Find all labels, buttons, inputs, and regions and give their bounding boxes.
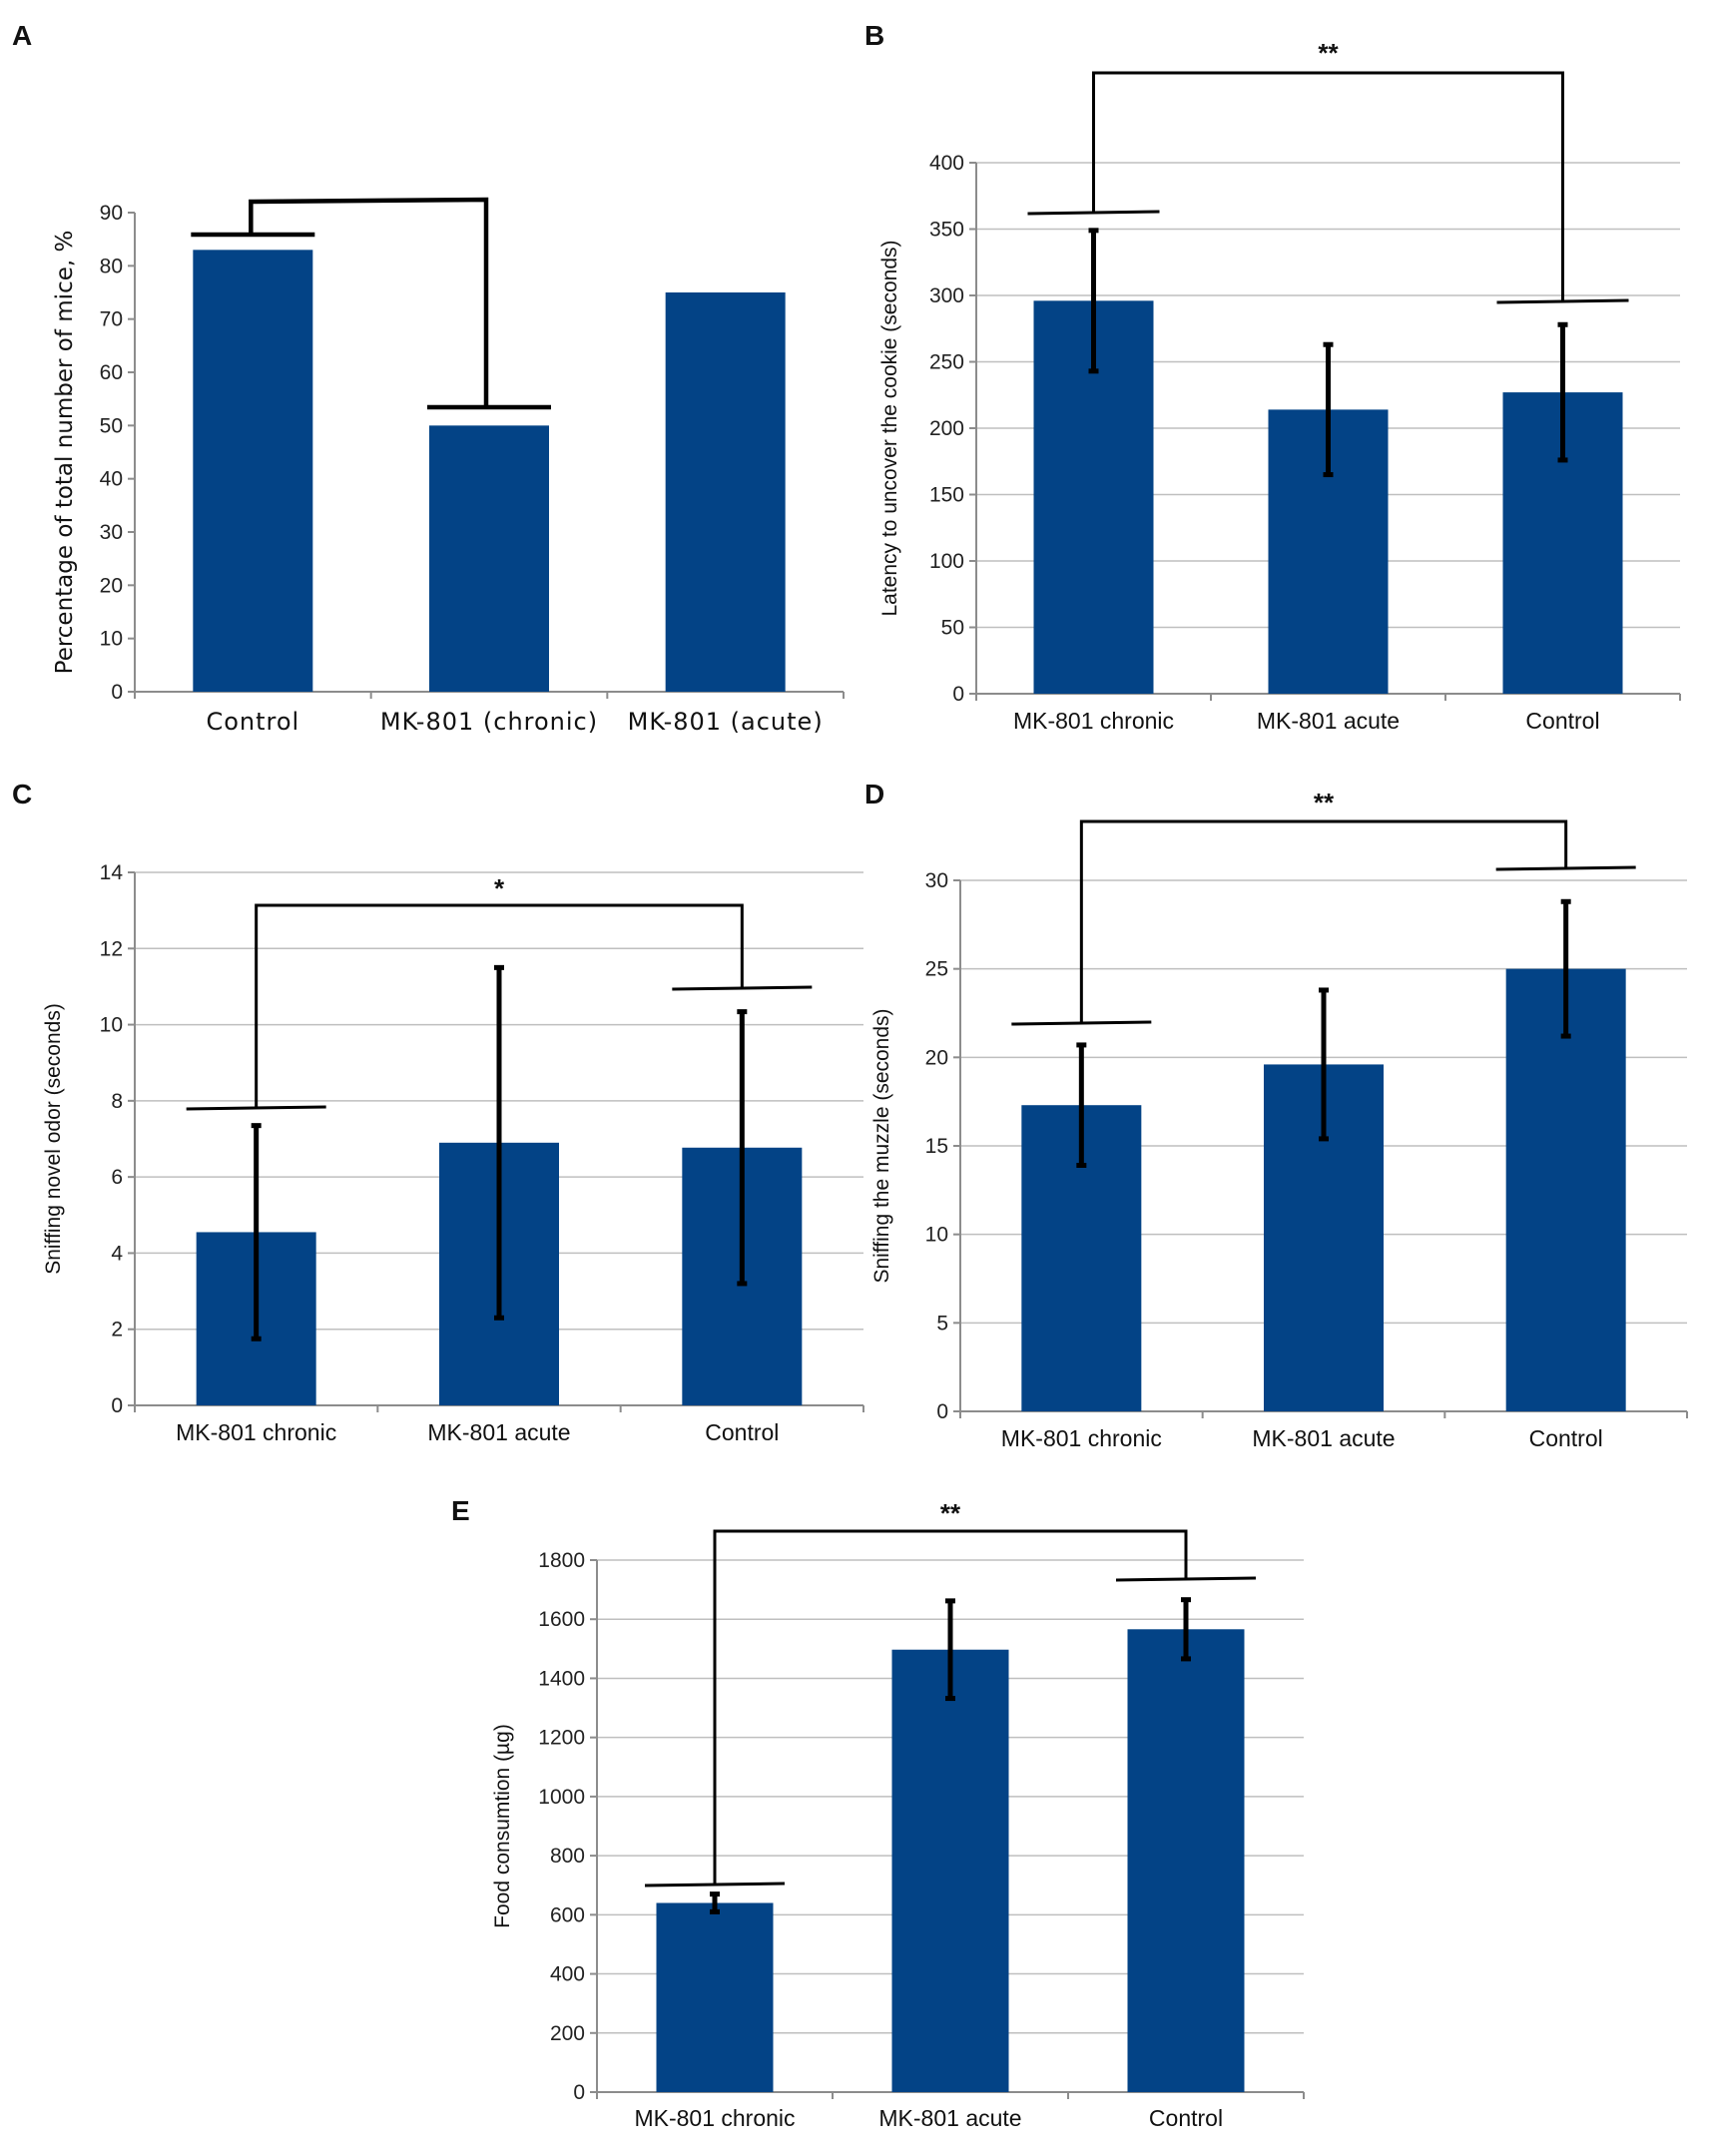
bar-a-3: [665, 292, 786, 692]
y-tick-label: 20: [925, 1046, 948, 1069]
chart-panel-a: A 0 10 20 30 40 50 60 70 80 90 Percentage of total …: [12, 20, 845, 736]
y-tick-label: 6: [111, 1166, 123, 1189]
bar-d-3: [1505, 968, 1626, 1411]
x-category-label: MK-801 acute: [1252, 1425, 1395, 1451]
y-tick-label: 800: [550, 1845, 585, 1868]
y-tick-label: 30: [925, 869, 948, 892]
y-axis-label: Sniffing the muzzle (seconds): [870, 1008, 893, 1283]
chart-panel-e: E 0 200 400 600 800 1000 1200 1400 1600 1800 Food c…: [451, 1495, 1305, 2131]
significance-bracket: [255, 903, 744, 1108]
y-tick-label: 0: [573, 2081, 585, 2104]
bar-a-1: [193, 250, 313, 693]
x-category-label: Control: [1529, 1425, 1603, 1451]
y-axis-label: Food consumtion (µg): [491, 1724, 514, 1928]
bar-a-2: [429, 425, 549, 692]
y-axis-label: Latency to uncover the cookie (seconds): [878, 240, 901, 616]
x-category-label: MK-801 chronic: [1001, 1425, 1162, 1451]
y-tick-label: 1800: [538, 1549, 585, 1572]
y-tick-label: 250: [929, 351, 964, 374]
panel-letter-b: B: [864, 20, 884, 51]
y-tick-label: 10: [925, 1224, 948, 1247]
x-category-label: MK-801 chronic: [176, 1419, 336, 1445]
y-tick-label: 200: [929, 417, 964, 440]
y-tick-label: 50: [941, 617, 964, 640]
significance-bracket: [1092, 71, 1564, 301]
y-tick-label: 20: [100, 574, 123, 597]
y-tick-label: 80: [100, 255, 123, 277]
y-tick-label: 70: [100, 308, 123, 331]
y-axis-label: Percentage of total number of mice, %: [52, 231, 78, 675]
significance-bracket: [713, 1529, 1188, 1885]
chart-panel-b: B 0 50 100 150 200 250 300 350 400 Latency to unco…: [864, 20, 1681, 734]
y-tick-label: 1000: [538, 1786, 585, 1809]
y-tick-label: 0: [111, 681, 123, 704]
y-tick-label: 0: [952, 683, 964, 706]
x-category-label: MK-801 acute: [878, 2105, 1021, 2131]
y-tick-label: 60: [100, 361, 123, 384]
x-category-label: MK-801 chronic: [634, 2105, 795, 2131]
y-tick-label: 1200: [538, 1727, 585, 1750]
y-tick-label: 0: [936, 1400, 948, 1423]
bar-e-3: [1127, 1629, 1245, 2092]
significance-label: *: [494, 873, 505, 903]
x-category-label: Control: [206, 708, 299, 736]
y-tick-label: 400: [550, 1963, 585, 1986]
x-category-label: Control: [1149, 2105, 1223, 2131]
y-tick-label: 200: [550, 2022, 585, 2045]
y-tick-label: 15: [925, 1135, 948, 1158]
y-tick-label: 350: [929, 219, 964, 242]
chart-panel-c: C 0 2 4 6 8 10 12 14 Sniffing novel odor (seconds…: [12, 779, 864, 1445]
y-tick-label: 600: [550, 1903, 585, 1926]
x-category-label: MK-801 acute: [1257, 708, 1400, 734]
x-category-label: MK-801 (chronic): [380, 708, 598, 736]
y-tick-label: 1400: [538, 1667, 585, 1690]
y-tick-label: 150: [929, 484, 964, 507]
y-tick-label: 12: [100, 937, 123, 960]
y-tick-label: 10: [100, 628, 123, 651]
panel-letter-e: E: [451, 1495, 470, 1526]
y-tick-label: 30: [100, 521, 123, 544]
x-category-label: Control: [1525, 708, 1599, 734]
y-axis-label: Sniffing novel odor (seconds): [42, 1003, 65, 1275]
bar-e-1: [656, 1902, 774, 2092]
significance-bracket: [1079, 819, 1568, 1023]
chart-panel-d: D 0 5 10 15 20 25 30 Sniffing the muzzle (second…: [864, 779, 1688, 1451]
y-tick-label: 5: [936, 1312, 948, 1335]
panel-letter-a: A: [12, 20, 32, 51]
significance-label: **: [940, 1498, 961, 1528]
significance-label: **: [1314, 788, 1335, 817]
y-tick-label: 300: [929, 284, 964, 307]
y-tick-label: 1600: [538, 1608, 585, 1631]
y-tick-label: 50: [100, 414, 123, 437]
y-tick-label: 25: [925, 958, 948, 981]
y-tick-label: 2: [111, 1319, 123, 1342]
y-tick-label: 10: [100, 1014, 123, 1037]
bar-e-2: [891, 1649, 1009, 2092]
y-tick-label: 100: [929, 550, 964, 573]
y-tick-label: 90: [100, 202, 123, 225]
panel-letter-d: D: [864, 779, 884, 809]
y-tick-label: 8: [111, 1090, 123, 1113]
x-category-label: MK-801 (acute): [628, 708, 824, 736]
y-tick-label: 0: [111, 1394, 123, 1417]
y-tick-label: 40: [100, 468, 123, 491]
panel-letter-c: C: [12, 779, 32, 809]
x-category-label: Control: [705, 1419, 779, 1445]
x-category-label: MK-801 acute: [427, 1419, 570, 1445]
significance-label: **: [1318, 38, 1339, 68]
x-category-label: MK-801 chronic: [1013, 708, 1174, 734]
y-tick-label: 4: [111, 1242, 123, 1265]
y-tick-label: 14: [100, 861, 124, 884]
y-tick-label: 400: [929, 152, 964, 175]
significance-bracket: [249, 197, 489, 407]
